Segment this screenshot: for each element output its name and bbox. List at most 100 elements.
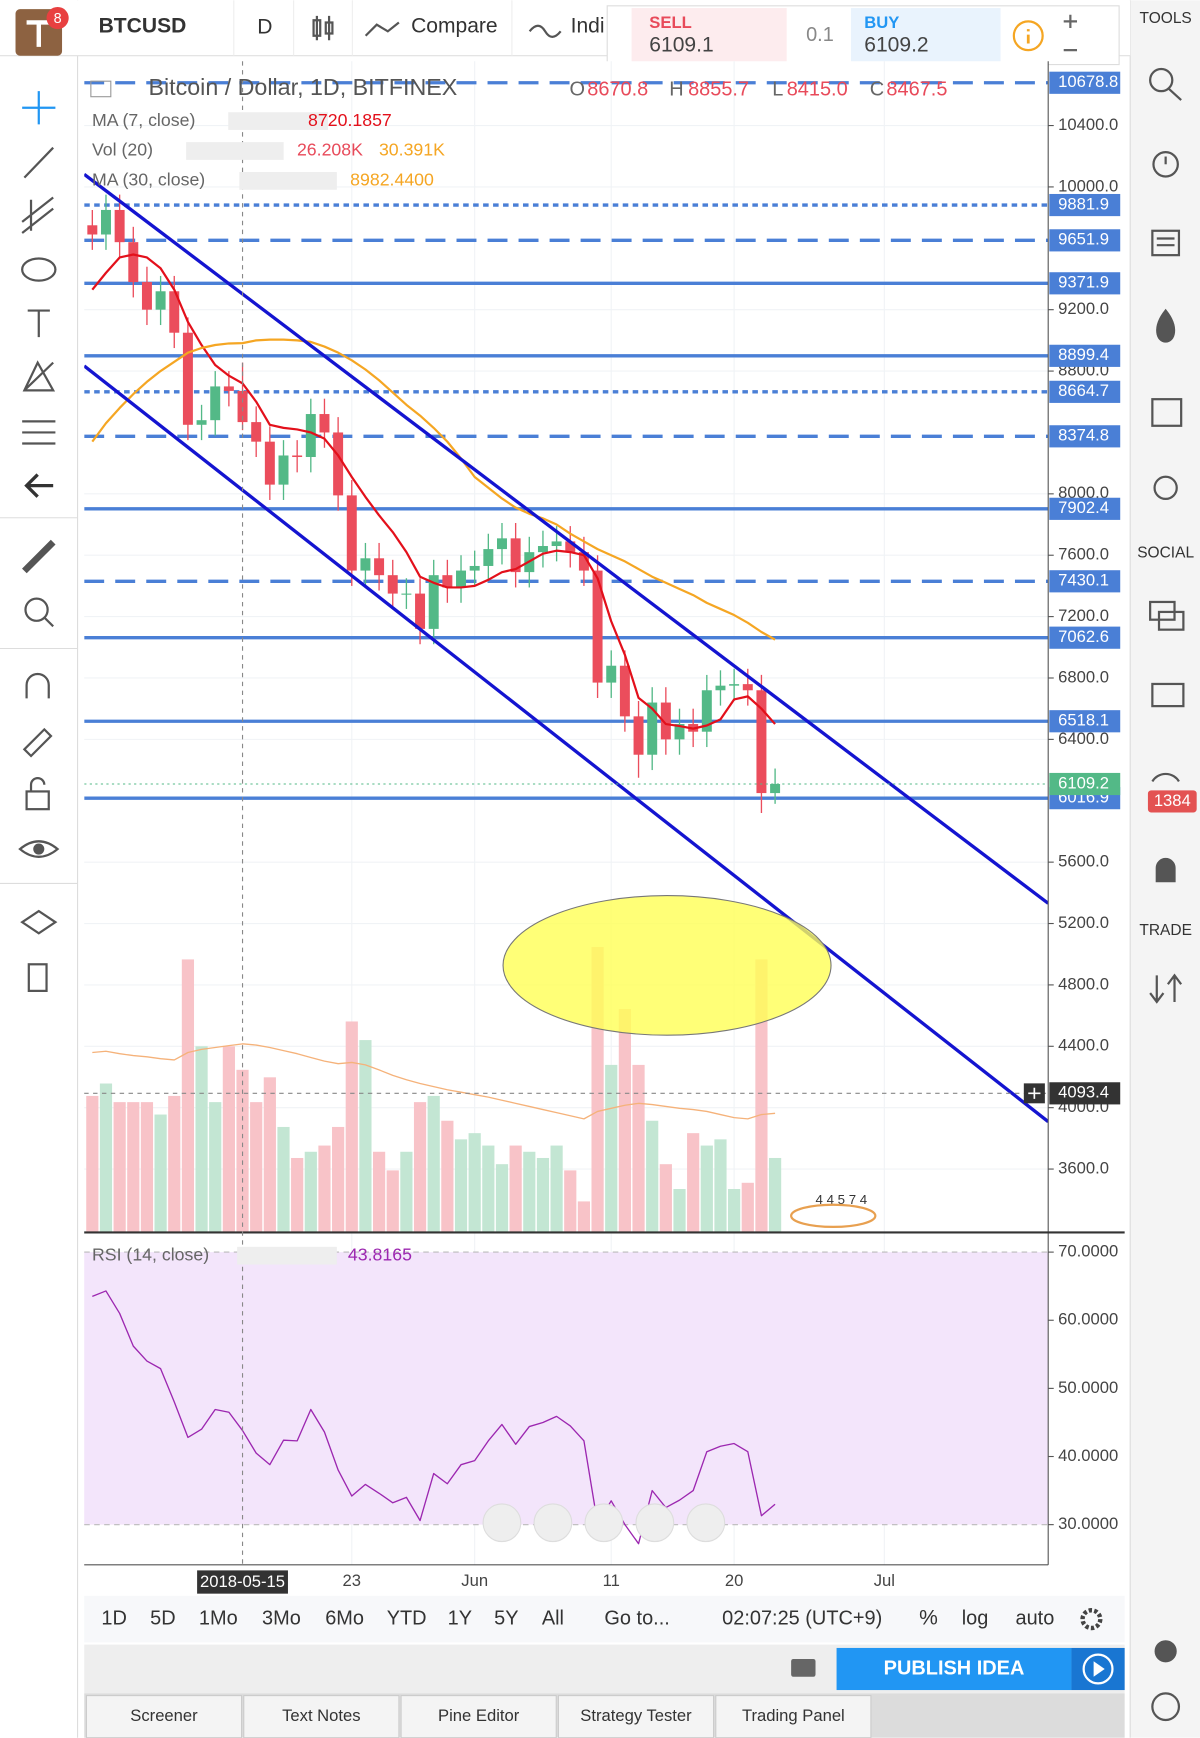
volume-bar bbox=[441, 1120, 454, 1233]
volume-bar bbox=[99, 1083, 113, 1233]
spread: 0.1 bbox=[806, 24, 834, 46]
level-label: 7062.6 bbox=[1058, 627, 1109, 646]
volume-bar bbox=[564, 1170, 577, 1233]
range-button[interactable]: All bbox=[542, 1607, 564, 1629]
range-bar bbox=[84, 1595, 1125, 1643]
legend-key: L bbox=[772, 78, 783, 100]
sell-button[interactable] bbox=[631, 8, 787, 63]
candle-body bbox=[469, 565, 480, 571]
candle-body bbox=[715, 685, 726, 691]
range-button[interactable]: YTD bbox=[387, 1607, 427, 1629]
goto-button[interactable]: Go to... bbox=[604, 1607, 669, 1629]
add-alert-glyph bbox=[1028, 1087, 1041, 1099]
y-tick-label: 3600.0 bbox=[1058, 1158, 1109, 1177]
crosshair-label: 4093.4 bbox=[1058, 1083, 1109, 1102]
symbol[interactable]: BTCUSD bbox=[99, 14, 187, 37]
volume-bar bbox=[618, 1009, 631, 1233]
legend-value: 30.391K bbox=[379, 140, 445, 160]
tab[interactable] bbox=[400, 1695, 557, 1738]
level-label: 6518.1 bbox=[1058, 711, 1109, 730]
settings-icon[interactable] bbox=[1080, 1608, 1103, 1631]
y-tick-label: 10400.0 bbox=[1058, 115, 1118, 134]
x-tick-label: Jul bbox=[874, 1571, 895, 1590]
percent-toggle[interactable]: % bbox=[919, 1607, 938, 1630]
y-tick-label: 7200.0 bbox=[1058, 606, 1109, 625]
volume-bar bbox=[277, 1126, 290, 1233]
study-controls[interactable] bbox=[228, 112, 328, 130]
range-button[interactable]: 6Mo bbox=[325, 1607, 364, 1629]
legend-value: 26.208K bbox=[297, 140, 363, 160]
drawing-tools[interactable] bbox=[18, 91, 60, 992]
log-toggle[interactable]: log bbox=[962, 1607, 989, 1629]
candle-body bbox=[210, 386, 221, 421]
candle-body bbox=[196, 420, 207, 425]
candle-body bbox=[647, 702, 658, 755]
sidebar-icons[interactable] bbox=[1149, 67, 1185, 1722]
candle-body bbox=[483, 549, 494, 566]
y-tick-label: 8000.0 bbox=[1058, 483, 1109, 502]
candle-body bbox=[169, 291, 180, 333]
y-tick-label: 6400.0 bbox=[1058, 729, 1109, 748]
y-tick-label: 5600.0 bbox=[1058, 852, 1109, 871]
range-buttons: 1D 5D 1Mo 3Mo 6Mo YTD 1Y 5Y All bbox=[101, 1607, 564, 1629]
volume-bar bbox=[768, 1157, 782, 1233]
info-icon[interactable] bbox=[1012, 20, 1044, 52]
study-controls[interactable] bbox=[237, 1246, 337, 1265]
legend-value: 8855.7 bbox=[688, 78, 749, 100]
volume-bar bbox=[550, 1145, 563, 1233]
y-tick-label: 7600.0 bbox=[1058, 545, 1109, 564]
publish-button[interactable] bbox=[836, 1647, 1072, 1691]
level-label: 9371.9 bbox=[1058, 273, 1109, 292]
candle-body bbox=[182, 332, 193, 425]
range-button[interactable]: 1Mo bbox=[199, 1607, 238, 1629]
candle-body bbox=[141, 282, 152, 310]
moving-average bbox=[91, 253, 776, 730]
badge bbox=[1147, 790, 1197, 813]
volume-bar bbox=[113, 1102, 126, 1233]
sidebar-heading: TOOLS bbox=[1140, 10, 1192, 27]
qty-stepper[interactable] bbox=[1063, 14, 1078, 52]
legend-value: 43.8165 bbox=[348, 1244, 412, 1264]
range-button[interactable]: 5Y bbox=[494, 1607, 518, 1629]
candle-body bbox=[456, 570, 467, 588]
volume-bar bbox=[250, 1102, 263, 1233]
study-controls[interactable] bbox=[186, 142, 284, 160]
volume-bar bbox=[168, 1095, 181, 1233]
collapse-icon[interactable] bbox=[90, 80, 112, 98]
interval[interactable]: D bbox=[257, 16, 272, 39]
y-tick-label: 6800.0 bbox=[1058, 667, 1109, 686]
buy-button[interactable] bbox=[850, 8, 1001, 63]
tab[interactable] bbox=[715, 1695, 872, 1738]
chart-style-icon[interactable] bbox=[312, 15, 334, 41]
range-button[interactable]: 3Mo bbox=[262, 1607, 301, 1629]
range-button[interactable]: 5D bbox=[150, 1607, 176, 1629]
scroll-controls[interactable] bbox=[482, 1503, 726, 1543]
candle-body bbox=[578, 552, 589, 571]
level-tag bbox=[1049, 272, 1121, 295]
level-tag bbox=[1049, 344, 1121, 367]
snapshot-icon[interactable] bbox=[791, 1659, 816, 1677]
indicators-button[interactable]: Indi bbox=[571, 14, 605, 37]
range-button[interactable]: 1D bbox=[101, 1607, 127, 1629]
candle-body bbox=[619, 665, 630, 717]
candle-body bbox=[510, 538, 521, 573]
x-tick-label: Jun bbox=[461, 1571, 488, 1590]
publish-label: PUBLISH IDEA bbox=[884, 1657, 1025, 1679]
tab[interactable] bbox=[557, 1695, 715, 1738]
level-label: 10678.8 bbox=[1058, 72, 1118, 91]
y-tick-label: 9200.0 bbox=[1058, 299, 1109, 318]
volume-bar bbox=[195, 1046, 208, 1233]
candle-body bbox=[155, 291, 166, 310]
y-tick-label: 30.0000 bbox=[1058, 1514, 1118, 1533]
study-controls[interactable] bbox=[239, 172, 337, 190]
auto-toggle[interactable]: auto bbox=[1015, 1607, 1054, 1629]
badge-count: 8 bbox=[54, 11, 62, 27]
volume-bar bbox=[345, 1021, 358, 1233]
volume-bar bbox=[646, 1120, 659, 1233]
tab[interactable] bbox=[243, 1695, 400, 1738]
candle-body bbox=[701, 690, 712, 732]
compare-button[interactable]: Compare bbox=[411, 14, 498, 37]
trend-line bbox=[84, 364, 1049, 1123]
range-button[interactable]: 1Y bbox=[448, 1607, 472, 1629]
